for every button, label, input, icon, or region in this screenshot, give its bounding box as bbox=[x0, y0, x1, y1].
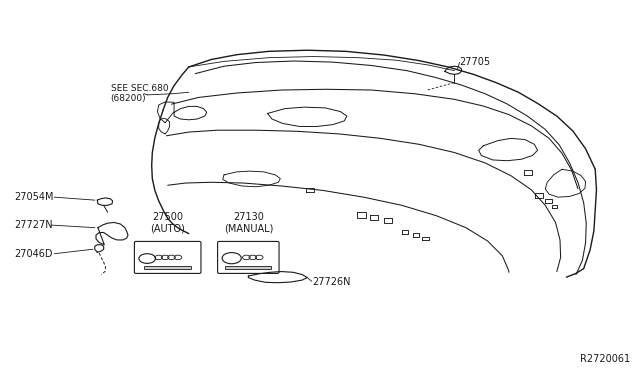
FancyBboxPatch shape bbox=[225, 266, 271, 269]
Text: 27046D: 27046D bbox=[14, 249, 52, 259]
Text: 27054M: 27054M bbox=[14, 192, 54, 202]
FancyBboxPatch shape bbox=[144, 266, 191, 269]
FancyBboxPatch shape bbox=[134, 241, 201, 273]
Text: 27726N: 27726N bbox=[312, 277, 351, 287]
Text: SEE SEC.680
(68200): SEE SEC.680 (68200) bbox=[111, 84, 168, 103]
Text: 27500
(AUTO): 27500 (AUTO) bbox=[150, 212, 185, 234]
Text: R2720061: R2720061 bbox=[580, 354, 630, 364]
Text: 27705: 27705 bbox=[460, 58, 491, 67]
Text: 27130
(MANUAL): 27130 (MANUAL) bbox=[223, 212, 273, 234]
FancyBboxPatch shape bbox=[218, 241, 279, 273]
Text: 27727N: 27727N bbox=[14, 220, 52, 230]
